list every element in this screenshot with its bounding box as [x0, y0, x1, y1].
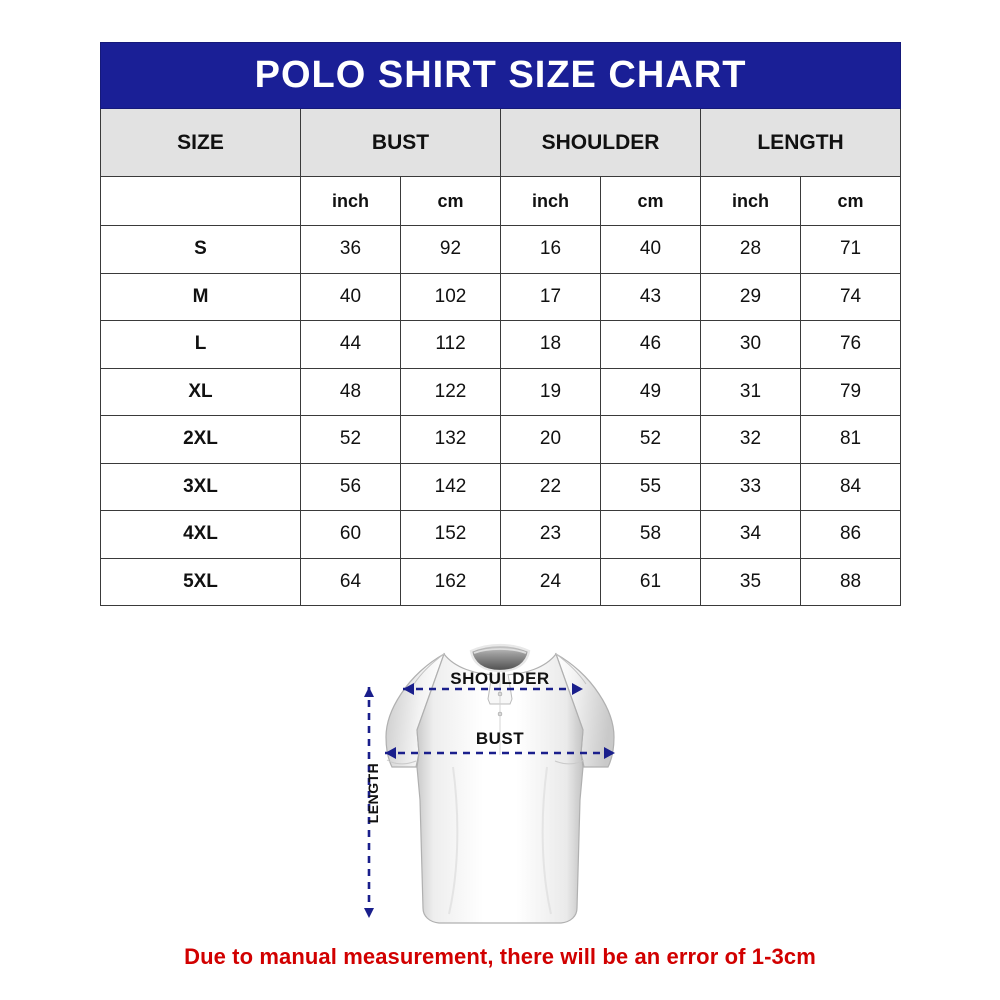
svg-text:SHOULDER: SHOULDER — [450, 669, 549, 688]
svg-text:BUST: BUST — [476, 729, 524, 748]
svg-text:LENGTH: LENGTH — [365, 763, 381, 824]
